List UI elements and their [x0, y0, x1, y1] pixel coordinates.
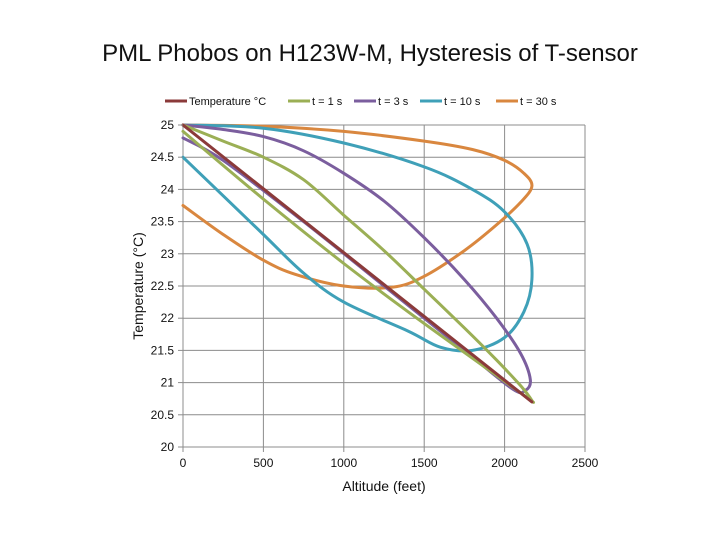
legend-label-3: t = 10 s — [444, 96, 481, 108]
legend-label-0: Temperature °C — [189, 96, 266, 108]
series-line-4 — [181, 123, 534, 290]
y-tick-label: 23.5 — [151, 215, 175, 229]
legend-label-2: t = 3 s — [378, 96, 409, 108]
series-layer — [181, 123, 536, 404]
y-tick-label: 24 — [161, 182, 175, 196]
y-tick-label: 21.5 — [151, 343, 175, 357]
x-tick-label: 500 — [253, 456, 273, 470]
x-tick-label: 1000 — [330, 456, 357, 470]
y-tick-label: 20.5 — [151, 408, 175, 422]
legend: Temperature °C t = 1 s t = 3 s t = 10 s t = … — [165, 96, 557, 108]
y-tick-label: 20 — [161, 440, 175, 454]
x-tick-label: 2000 — [491, 456, 518, 470]
y-axis-title: Temperature (°C) — [130, 232, 146, 340]
series-line-3 — [181, 123, 534, 353]
y-tick-label: 21 — [161, 376, 175, 390]
series-line-1 — [181, 123, 536, 404]
x-tick-label: 1500 — [411, 456, 438, 470]
y-tick-label: 22 — [161, 311, 175, 325]
x-tick-label: 0 — [180, 456, 187, 470]
chart-title: PML Phobos on H123W-M, Hysteresis of T-s… — [102, 40, 638, 67]
x-tick-label: 2500 — [572, 456, 599, 470]
legend-label-4: t = 30 s — [520, 96, 557, 108]
y-tick-label: 23 — [161, 247, 175, 261]
legend-label-1: t = 1 s — [312, 96, 343, 108]
y-tick-label: 24.5 — [151, 150, 175, 164]
series-line-0 — [181, 123, 534, 404]
x-axis-title: Altitude (feet) — [342, 478, 425, 494]
y-tick-label: 22.5 — [151, 279, 175, 293]
axes: 20 20.5 21 21.5 22 22.5 23 23.5 24 24.5 25 0 500 1000… — [151, 118, 599, 470]
y-tick-label: 25 — [161, 118, 175, 132]
